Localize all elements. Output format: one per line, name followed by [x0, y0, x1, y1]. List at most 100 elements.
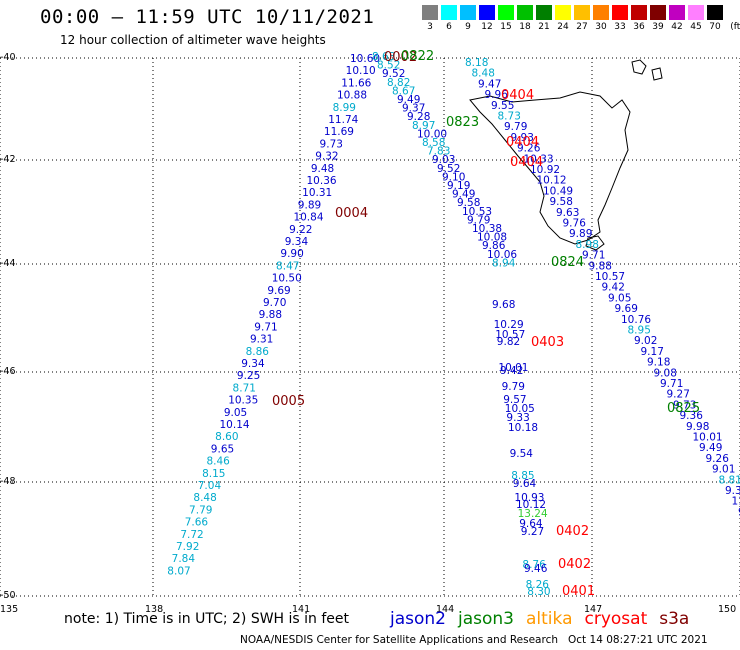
track4-value: 8.30 [527, 586, 550, 598]
track4-value: 9.79 [502, 381, 525, 393]
track4-value: 9.46 [524, 563, 548, 575]
lat-label: -48 [0, 476, 16, 487]
track3-value: 9.36 [680, 410, 704, 422]
pass-time-label: 0404 [506, 135, 539, 150]
page-subtitle: 12 hour collection of altimeter wave hei… [60, 33, 326, 47]
track1-value: 8.15 [202, 468, 225, 480]
legend-jason2: jason2 [390, 609, 446, 629]
track4-value: 9.64 [513, 478, 537, 490]
track3-value: 9.73 [673, 399, 696, 411]
colorbar-label: 18 [519, 22, 531, 32]
colorbar-swatch [479, 5, 495, 20]
track1-value: 8.46 [206, 456, 230, 468]
track1-value: 10.84 [293, 212, 323, 224]
track3-value: 9.69 [615, 303, 638, 315]
track2-value: 8.97 [412, 120, 435, 132]
track1-value: 7.92 [176, 541, 199, 553]
track4-value: 13.24 [518, 508, 548, 520]
track3-value: 8.48 [472, 68, 495, 80]
pass-time-label: 0403 [531, 335, 564, 350]
colorbar-label: 70 [709, 22, 721, 32]
pass-time-label: 0822 [401, 49, 434, 64]
track3-value: 9.27 [667, 389, 690, 401]
pass-time-label: 0004 [335, 206, 368, 221]
colorbar-swatch [688, 5, 704, 20]
wave-height-labels: 10.6010.1011.6610.888.9911.7411.699.739.… [167, 49, 740, 599]
colorbar-swatch [517, 5, 533, 20]
colorbar-label: 3 [427, 22, 433, 32]
track1-value: 9.22 [289, 224, 312, 236]
track1-value: 11.66 [341, 77, 371, 89]
track3-value: 9.89 [569, 228, 592, 240]
pass-time-label: 0404 [510, 155, 543, 170]
track2-value: 9.37 [402, 103, 425, 115]
track3-value: 10.12 [537, 175, 567, 187]
track2-value: 7.83 [427, 146, 450, 158]
track1-value: 8.47 [276, 260, 299, 272]
track2-value: 9.10 [442, 171, 465, 183]
track1-value: 11.69 [324, 126, 354, 138]
track1-value: 9.88 [259, 309, 282, 321]
track1-value: 9.90 [280, 248, 303, 260]
track3-value: 8.95 [628, 325, 651, 337]
pass-time-label: 0005 [272, 394, 305, 409]
track2-value: 9.49 [397, 94, 420, 106]
colorbar-swatch [612, 5, 628, 20]
legend-s3a: s3a [659, 609, 690, 629]
island-outline [631, 59, 647, 75]
colorbar-unit: (ft) [730, 22, 740, 32]
track1-value: 7.79 [189, 504, 212, 516]
track4-value: 9.57 [503, 394, 526, 406]
colorbar-label: 33 [614, 22, 626, 32]
track1-value: 8.71 [233, 382, 256, 394]
track1-value: 8.60 [215, 431, 238, 443]
track3-value: 8.18 [465, 57, 488, 69]
track3-value: 9.49 [699, 442, 722, 454]
track1-value: 11.74 [328, 114, 358, 126]
track3-value: 9.32 [725, 485, 740, 497]
track1-value: 8.99 [333, 102, 356, 114]
pass-time-label: 0002 [384, 50, 417, 65]
track2-value: 10.38 [472, 223, 502, 235]
track4-value: 10.57 [495, 329, 525, 341]
track1-value: 10.14 [220, 419, 250, 431]
track3-value: 8.81 [719, 474, 740, 486]
track4-value: 10.01 [498, 362, 528, 374]
track3-value: 9.58 [550, 196, 573, 208]
colorbar-label: 39 [652, 22, 664, 32]
track4-value: 8.76 [522, 559, 546, 571]
track3-value: 9.26 [706, 453, 730, 465]
track3-value: 9.01 [712, 464, 735, 476]
lon-label: 141 [292, 604, 311, 615]
track2-value: 10.06 [487, 249, 517, 261]
track2-value: 9.79 [467, 214, 490, 226]
track1-value: 9.05 [224, 407, 247, 419]
track1-value: 10.50 [272, 273, 302, 285]
track3-value: 9.71 [660, 378, 683, 390]
colorbar-swatch [574, 5, 590, 20]
track3-value: 9.79 [504, 121, 527, 133]
track3-value: 10.92 [530, 164, 560, 176]
track4-value: 9.64 [519, 518, 543, 530]
track1-value: 9.69 [267, 285, 290, 297]
track3-value: 9.17 [641, 346, 664, 358]
colorbar-label: 12 [481, 22, 493, 32]
track4-value: 10.18 [508, 422, 538, 434]
colorbar-swatch [441, 5, 457, 20]
track2-value: 9.49 [452, 189, 475, 201]
track2-value: 8.52 [377, 60, 400, 72]
colorbar-swatch [707, 5, 723, 20]
track1-value: 8.07 [167, 565, 190, 577]
colorbar-label: 9 [465, 22, 471, 32]
track2-value: 8.82 [387, 77, 410, 89]
track1-value: 10.35 [228, 395, 258, 407]
track4-value: 9.82 [497, 336, 520, 348]
track3-value: 10.57 [595, 271, 625, 283]
colorbar-label: 24 [557, 22, 569, 32]
legend-cryosat: cryosat [584, 609, 648, 629]
footer-timestamp: Oct 14 08:27:21 UTC 2021 [568, 634, 708, 646]
colorbar-label: 45 [690, 22, 702, 32]
track2-value: 9.86 [482, 240, 506, 252]
track3-value: 9.98 [686, 421, 709, 433]
